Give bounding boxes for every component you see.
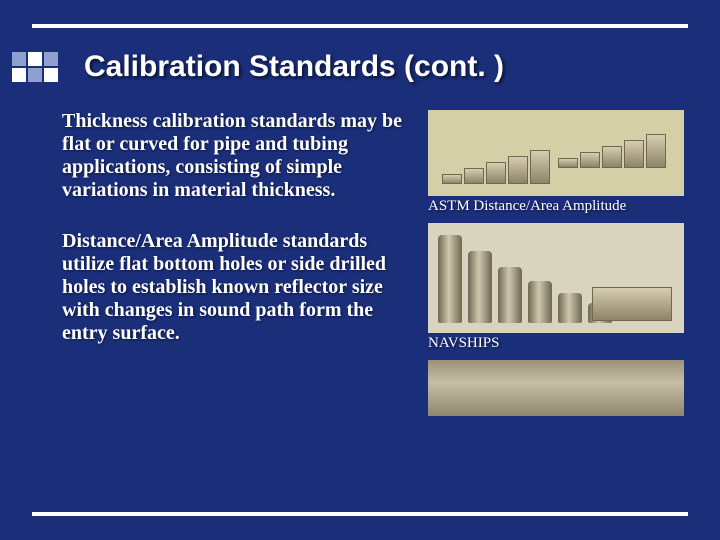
step-blocks-back bbox=[558, 134, 666, 168]
reference-block bbox=[592, 287, 672, 321]
figure-column: ASTM Distance/Area Amplitude NAVSHIPS bbox=[428, 110, 684, 416]
figure-1: ASTM Distance/Area Amplitude bbox=[428, 110, 684, 217]
figure-3-image bbox=[428, 360, 684, 416]
title-row: Calibration Standards (cont. ) bbox=[32, 28, 688, 102]
paragraph-1: Thickness calibration standards may be f… bbox=[62, 110, 410, 202]
figure-1-image bbox=[428, 110, 684, 196]
figure-3 bbox=[428, 360, 684, 416]
slide-title: Calibration Standards (cont. ) bbox=[84, 50, 504, 84]
figure-2-caption: NAVSHIPS bbox=[428, 333, 684, 354]
title-bullet-icon bbox=[12, 52, 68, 82]
paragraph-2: Distance/Area Amplitude standards utiliz… bbox=[62, 230, 410, 345]
figure-1-caption: ASTM Distance/Area Amplitude bbox=[428, 196, 684, 217]
slide-frame: Calibration Standards (cont. ) Thickness… bbox=[32, 24, 688, 516]
content-area: Thickness calibration standards may be f… bbox=[32, 102, 688, 416]
figure-2-image bbox=[428, 223, 684, 333]
step-blocks-front bbox=[442, 150, 550, 184]
cylinders bbox=[438, 235, 612, 323]
text-column: Thickness calibration standards may be f… bbox=[62, 110, 410, 416]
figure-2: NAVSHIPS bbox=[428, 223, 684, 354]
